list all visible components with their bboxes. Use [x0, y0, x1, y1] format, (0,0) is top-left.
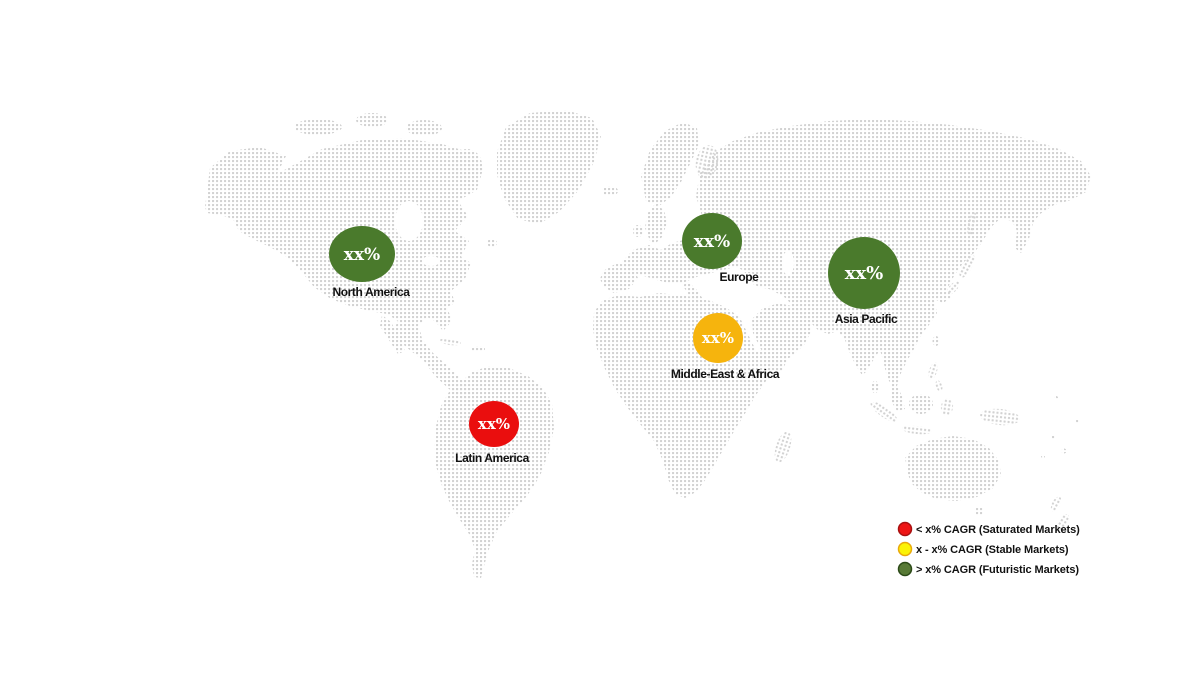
bubble-circle-europe — [682, 213, 742, 269]
island-sakhalin — [967, 212, 977, 236]
island-nz-south — [1057, 514, 1069, 530]
island-nz-north — [1050, 496, 1062, 512]
region-label-middle-east-africa: Middle-East & Africa — [671, 367, 780, 381]
legend-label-stable: x - x% CAGR (Stable Markets) — [916, 544, 1069, 556]
bubble-value-europe: xx% — [694, 232, 730, 252]
island-great-britain — [645, 204, 667, 244]
peninsula-arabia — [752, 303, 812, 364]
bubble-circle-middle-east-africa — [693, 313, 743, 363]
island-pacific-5 — [1054, 396, 1058, 400]
legend-dot-futuristic — [897, 561, 913, 577]
island-sulawesi — [940, 398, 954, 416]
region-label-latin-america: Latin America — [455, 451, 529, 465]
legend-dot-saturated — [897, 521, 913, 537]
island-hispaniola — [471, 346, 485, 352]
region-bubble-europe: xx% Europe — [682, 213, 760, 284]
island-new-guinea — [980, 408, 1020, 426]
continent-south-america — [434, 366, 554, 578]
island-madagascar — [774, 431, 792, 463]
bubble-value-middle-east-africa: xx% — [702, 329, 734, 347]
bubble-circle-latin-america — [469, 401, 519, 447]
region-bubble-latin-america: xx% Latin America — [455, 401, 530, 465]
island-pacific-1 — [1050, 434, 1056, 440]
legend-label-saturated: < x% CAGR (Saturated Markets) — [916, 524, 1080, 536]
island-newfoundland — [487, 239, 497, 247]
island-taiwan — [932, 336, 940, 346]
legend-item-futuristic: > x% CAGR (Futuristic Markets) — [897, 561, 1079, 577]
island-ireland — [633, 225, 643, 237]
island-borneo — [909, 394, 933, 414]
continent-australia — [905, 436, 1001, 501]
bubble-value-asia-pacific: xx% — [845, 263, 884, 284]
island-pacific-2 — [1061, 448, 1067, 454]
island-pacific-4 — [1076, 419, 1080, 423]
legend: < x% CAGR (Saturated Markets) x - x% CAG… — [897, 521, 1080, 577]
peninsula-baja — [380, 315, 405, 354]
island-greenland — [497, 110, 601, 224]
sea-great-lakes — [422, 256, 440, 266]
island-arctic-1 — [294, 119, 342, 135]
island-sri-lanka — [871, 381, 879, 393]
bubble-value-latin-america: xx% — [478, 415, 510, 433]
region-bubble-asia-pacific: xx% Asia Pacific — [828, 237, 900, 326]
peninsula-iberia — [600, 263, 638, 293]
island-philippines-south — [935, 380, 943, 392]
island-arctic-2 — [356, 113, 388, 127]
island-pacific-3 — [1041, 454, 1045, 458]
island-java — [902, 425, 932, 435]
legend-dot-stable — [897, 541, 913, 557]
bubble-circle-asia-pacific — [828, 237, 900, 309]
island-sumatra — [870, 401, 898, 423]
sea-black-sea — [740, 273, 756, 281]
island-tasmania — [974, 507, 984, 515]
bubble-circle-north-america — [329, 226, 395, 282]
region-bubbles: xx% North America xx% Europe xx% Asia Pa… — [329, 213, 900, 465]
island-iceland — [602, 186, 618, 196]
legend-label-futuristic: > x% CAGR (Futuristic Markets) — [916, 564, 1079, 576]
island-japan-north — [959, 254, 975, 278]
region-bubble-middle-east-africa: xx% Middle-East & Africa — [671, 313, 780, 381]
legend-item-stable: x - x% CAGR (Stable Markets) — [897, 541, 1069, 557]
region-bubble-north-america: xx% North America — [329, 226, 411, 299]
bubble-value-north-america: xx% — [344, 245, 380, 265]
sea-red-sea — [736, 308, 762, 353]
island-arctic-3 — [406, 120, 442, 136]
sea-caspian — [782, 251, 794, 275]
region-label-europe: Europe — [720, 270, 760, 284]
legend-item-saturated: < x% CAGR (Saturated Markets) — [897, 521, 1080, 537]
region-scandinavia — [641, 122, 699, 206]
island-philippines-north — [928, 362, 938, 380]
sea-overlays — [395, 201, 794, 353]
island-cuba — [439, 338, 461, 346]
region-label-asia-pacific: Asia Pacific — [835, 312, 898, 326]
island-japan-south — [946, 281, 960, 295]
world-map-dots — [205, 110, 1091, 578]
region-label-north-america: North America — [332, 285, 410, 299]
sea-hudson-bay — [395, 201, 423, 241]
